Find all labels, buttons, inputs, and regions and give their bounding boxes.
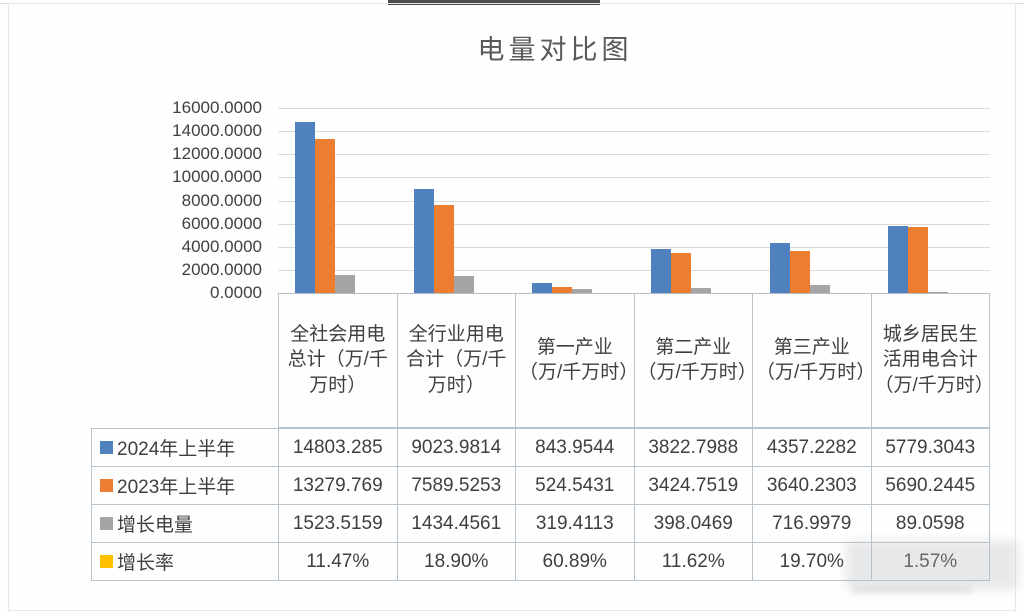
legend-row-label: 2024年上半年	[92, 429, 279, 467]
y-axis-tick-label: 16000.0000	[172, 98, 262, 117]
table-value-cell: 9023.9814	[397, 429, 516, 467]
table-value-cell: 7589.5253	[397, 467, 516, 505]
table-value-cell: 18.90%	[397, 543, 516, 581]
legend-row-label: 增长电量	[92, 505, 279, 543]
table-value-cell: 1.57%	[871, 543, 990, 581]
y-axis-tick-label: 12000.0000	[172, 144, 262, 164]
table-value-cell: 11.62%	[634, 543, 753, 581]
legend-row-label: 增长率	[92, 543, 279, 581]
x-axis-category-label: 全行业用电合计（万/千万时）	[397, 293, 516, 428]
watermark-smudge-small	[852, 586, 972, 593]
series-name: 增长电量	[117, 515, 194, 536]
x-axis-category-label: 第三产业（万/千万时）	[753, 293, 872, 428]
table-value-cell: 1434.4561	[397, 505, 516, 543]
bar-series3-cat2	[453, 276, 474, 293]
bar-series3-cat5	[809, 284, 830, 293]
table-value-cell: 1523.5159	[279, 505, 398, 543]
series-name: 增长率	[117, 553, 175, 574]
table-value-cell: 398.0469	[634, 505, 753, 543]
table-value-cell: 716.9979	[753, 505, 872, 543]
legend-key-swatch	[100, 517, 113, 530]
y-axis-tick-label: 8000.0000	[181, 190, 262, 210]
table-value-cell: 3424.7519	[634, 467, 753, 505]
legend-key-swatch	[100, 441, 113, 454]
bar-series2-cat5	[789, 250, 810, 293]
x-axis-category-header-row: 全社会用电总计（万/千万时） 全行业用电合计（万/千万时） 第一产业（万/千万时）第…	[278, 293, 990, 428]
table-value-cell: 5690.2445	[871, 467, 990, 505]
gridline	[278, 223, 990, 225]
x-axis-category-label: 城乡居民生活用电合计（万/千万时）	[871, 293, 990, 428]
gridline	[278, 200, 990, 202]
table-value-cell: 3822.7988	[634, 429, 753, 467]
y-axis-tick-label: 10000.0000	[172, 167, 262, 187]
watermark-smudge	[846, 541, 1018, 589]
table-value-cell: 4357.2282	[753, 429, 872, 467]
table-value-cell: 19.70%	[753, 543, 872, 581]
bar-series3-cat1	[335, 275, 355, 293]
y-axis-tick-label: 2000.0000	[181, 259, 262, 279]
table-value-cell: 843.9544	[516, 429, 635, 467]
table-value-cell: 524.5431	[516, 467, 635, 505]
table-value-cell: 5779.3043	[871, 429, 990, 467]
x-axis-category-label: 第二产业（万/千万时）	[634, 293, 753, 428]
bar-series1-cat5	[769, 242, 790, 293]
series-name: 2024年上半年	[117, 439, 236, 460]
top-dark-strip	[388, 0, 600, 5]
bar-series1-cat1	[295, 121, 315, 293]
table-value-cell: 3640.2303	[753, 467, 872, 505]
bar-series1-cat2	[413, 188, 434, 293]
chart-title: 电量对比图	[477, 35, 633, 65]
bar-series2-cat2	[433, 205, 454, 293]
data-table: 2024年上半年 14803.285 9023.9814 843.9544 3822.7…	[91, 428, 990, 581]
legend-key-swatch	[100, 555, 113, 568]
x-axis-category-label: 全社会用电总计（万/千万时）	[279, 293, 398, 428]
bar-series3-cat3	[572, 289, 593, 293]
gridline	[278, 154, 990, 156]
y-axis-tick-label: 14000.0000	[172, 121, 262, 141]
gridline	[278, 131, 990, 133]
gridline	[278, 177, 990, 179]
legend-row-label: 2023年上半年	[92, 467, 279, 505]
bar-series2-cat3	[552, 286, 573, 293]
bar-series3-cat4	[691, 288, 711, 293]
gridline	[278, 269, 990, 271]
gridline	[278, 246, 990, 248]
bar-series2-cat1	[315, 139, 335, 293]
bar-series2-cat4	[671, 253, 691, 293]
y-axis-tick-label: 0.0000	[210, 283, 262, 302]
bar-series1-cat4	[651, 248, 671, 293]
table-value-cell: 11.47%	[279, 543, 398, 581]
bar-series1-cat6	[888, 226, 909, 293]
table-value-cell: 14803.285	[279, 429, 398, 467]
bar-series2-cat6	[908, 227, 929, 293]
y-axis-tick-label: 6000.0000	[181, 213, 262, 233]
series-name: 2023年上半年	[117, 477, 236, 498]
legend-key-swatch	[100, 479, 113, 492]
y-axis-tick-label: 4000.0000	[181, 236, 262, 256]
table-value-cell: 13279.769	[279, 467, 398, 505]
table-value-cell: 89.0598	[871, 505, 990, 543]
table-value-cell: 319.4113	[516, 505, 635, 543]
bar-series1-cat3	[532, 283, 553, 293]
table-value-cell: 60.89%	[516, 543, 635, 581]
bar-series3-cat6	[928, 291, 949, 293]
gridline	[278, 108, 990, 109]
x-axis-category-label: 第一产业（万/千万时）	[516, 293, 635, 428]
